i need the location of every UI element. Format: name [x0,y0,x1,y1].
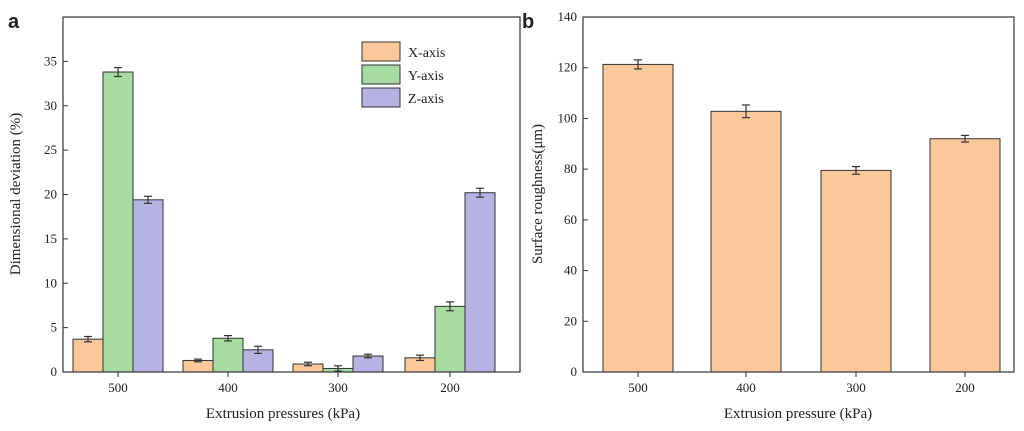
y-tick-label: 20 [564,313,577,328]
panel-b-bars [602,63,1001,373]
bar-400 [710,110,782,373]
bar-500 [602,63,674,373]
panel-b-letter: b [522,11,534,33]
legend-label-x-axis: X-axis [408,46,445,61]
legend-swatch-y-axis [361,64,401,85]
y-tick-label: 10 [44,275,57,290]
legend-swatch-z-axis [361,87,401,108]
legend-label-y-axis: Y-axis [408,69,444,84]
bar-z-axis-500 [132,199,164,373]
panel-a-x-axis-label: Extrusion pressures (kPa) [206,406,360,422]
panel-b-plot-frame [582,16,1015,373]
panel-b-y-ticks: 0 20 40 60 80 100 120 140 [558,9,588,379]
y-tick-label: 0 [571,364,578,379]
x-tick-label: 500 [108,380,128,395]
y-tick-label: 40 [564,263,577,278]
x-tick-label: 500 [628,380,648,395]
y-tick-label: 30 [44,98,57,113]
x-tick-label: 400 [218,380,238,395]
y-tick-label: 120 [558,60,578,75]
y-tick-label: 60 [564,212,577,227]
bar-z-axis-200 [464,192,496,373]
y-tick-label: 100 [558,110,578,125]
panel-a-letter: a [8,11,20,33]
bar-300 [820,169,892,373]
y-tick-label: 15 [44,231,57,246]
x-tick-label: 300 [328,380,348,395]
bar-y-axis-500 [102,71,134,373]
panel-b-x-ticks: 500 400 300 200 [628,372,975,395]
panel-a-error-bars [84,66,484,372]
x-tick-label: 200 [955,380,975,395]
bar-y-axis-400 [212,337,244,373]
panel-a-x-ticks: 500 400 300 200 [108,372,460,395]
x-tick-label: 200 [440,380,460,395]
panel-a-plot-frame [62,16,521,373]
y-tick-label: 25 [44,142,57,157]
x-tick-label: 400 [736,380,756,395]
bar-200 [929,138,1001,373]
panel-a-bars [72,71,496,373]
bar-z-axis-300 [352,355,384,373]
y-tick-label: 35 [44,53,57,68]
bar-y-axis-200 [434,305,466,373]
panel-a-legend: X-axis Y-axis Z-axis [361,41,445,108]
panel-b-error-bars [634,59,969,175]
bar-x-axis-500 [72,338,104,373]
panel-a-chart: a 0 5 10 15 20 25 30 35 500 400 300 200 Extrusion … [8,11,521,422]
panel-a-y-ticks: 0 5 10 15 20 25 30 35 [44,53,68,379]
y-tick-label: 140 [558,9,578,24]
panel-b-x-axis-label: Extrusion pressure (kPa) [724,406,872,422]
panel-a-y-axis-label: Dimensional deviation (%) [8,113,24,275]
y-tick-label: 20 [44,187,57,202]
legend-swatch-x-axis [361,41,401,62]
x-tick-label: 300 [846,380,866,395]
y-tick-label: 5 [51,320,58,335]
panel-b-y-axis-label: Surface roughness(μm) [530,124,546,264]
legend-label-z-axis: Z-axis [408,92,444,107]
panel-b-chart: b 0 20 40 60 80 100 120 140 500 400 300 200 Extrus… [522,9,1015,422]
y-tick-label: 0 [51,364,58,379]
y-tick-label: 80 [564,161,577,176]
